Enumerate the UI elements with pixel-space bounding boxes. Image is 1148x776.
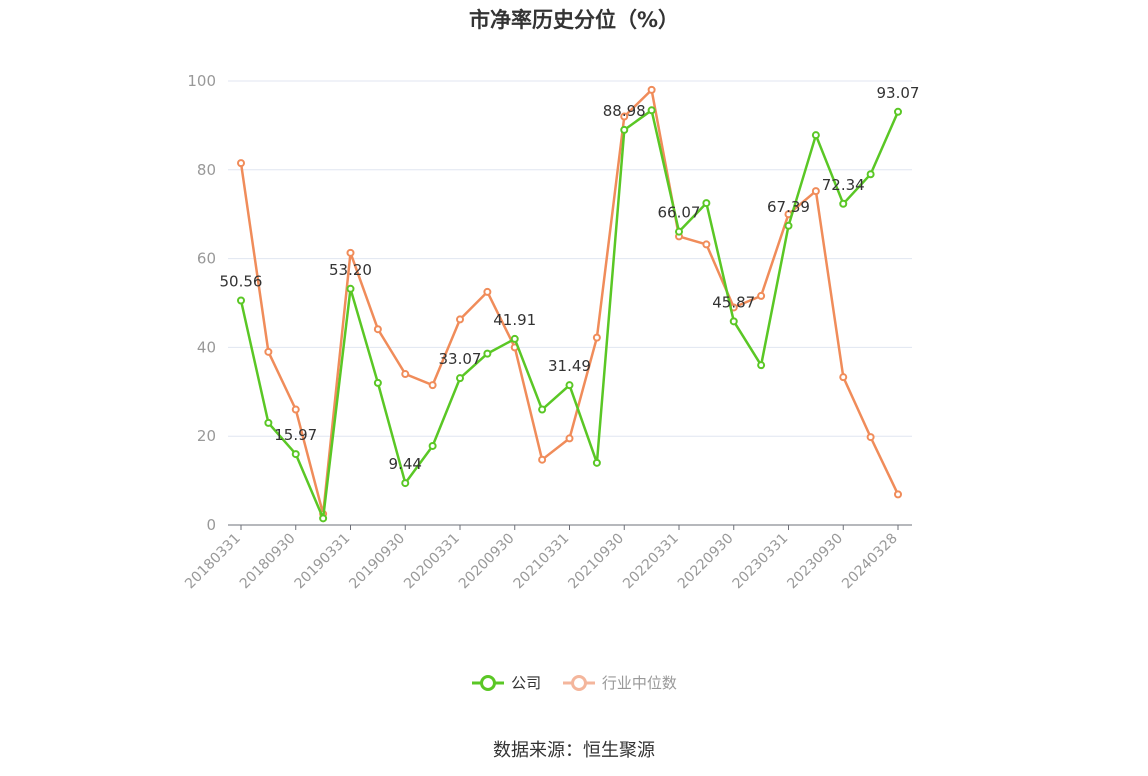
company-point: [319, 514, 328, 523]
company-point: [538, 405, 547, 414]
x-tick-label: 20180930: [237, 531, 299, 593]
company-point: [565, 381, 574, 390]
data-label: 31.49: [548, 357, 591, 375]
company-point: [373, 378, 382, 387]
industry-point: [565, 434, 574, 443]
industry-point: [620, 112, 629, 121]
industry-point: [483, 287, 492, 296]
company-point: [483, 349, 492, 358]
x-tick-label: 20220331: [620, 531, 682, 593]
y-tick-label: 100: [187, 72, 216, 90]
data-label: 15.97: [274, 426, 317, 444]
company-point: [647, 106, 656, 115]
industry-point: [647, 85, 656, 94]
series-layer: [237, 85, 902, 523]
x-tick-label: 20190930: [346, 531, 408, 593]
legend-item-company[interactable]: 公司: [471, 672, 541, 693]
legend-company-marker-icon: [472, 674, 505, 691]
x-tick-label: 20200331: [401, 531, 463, 593]
data-label: 72.34: [822, 176, 865, 194]
data-source: 数据来源：恒生聚源: [493, 740, 655, 761]
company-point: [811, 131, 820, 140]
company-point: [428, 441, 437, 450]
y-axis: 0 20 40 60 80 100: [187, 72, 216, 534]
y-tick-label: 40: [197, 338, 216, 356]
data-labels: 50.56 15.97 53.20 9.44 33.07 41.91 31.49 88.98 6…: [220, 84, 920, 473]
industry-point: [264, 347, 273, 356]
industry-point: [757, 291, 766, 300]
company-point: [291, 450, 300, 459]
data-label: 88.98: [603, 102, 646, 120]
industry-series-line: [239, 88, 900, 516]
x-tick-label: 20230331: [730, 531, 792, 593]
data-label: 50.56: [220, 273, 263, 291]
x-tick-label: 20230930: [784, 531, 846, 593]
company-point: [894, 107, 902, 116]
y-tick-label: 80: [197, 161, 216, 179]
company-point: [237, 296, 245, 305]
data-label: 67.39: [767, 198, 810, 216]
data-label: 45.87: [712, 293, 755, 311]
legend-industry-marker-icon: [562, 674, 595, 691]
company-point: [264, 418, 273, 427]
industry-point: [811, 187, 820, 196]
y-tick-label: 20: [197, 427, 216, 445]
company-point: [757, 361, 766, 370]
data-label: 93.07: [877, 84, 920, 102]
x-tick-label: 20210930: [565, 531, 627, 593]
x-tick-label: 20210331: [511, 531, 573, 593]
industry-point: [291, 405, 300, 414]
chart-title: 市净率历史分位（%）: [468, 8, 680, 32]
x-tick-label: 20190331: [292, 531, 354, 593]
company-point: [784, 221, 793, 230]
company-point: [839, 199, 848, 208]
data-label: 9.44: [389, 455, 422, 473]
company-point: [729, 317, 738, 326]
industry-point: [401, 370, 410, 379]
industry-point: [373, 325, 382, 334]
industry-point: [538, 455, 547, 464]
company-series-line: [239, 109, 900, 520]
industry-point: [894, 490, 902, 499]
industry-point: [866, 433, 875, 442]
y-tick-label: 0: [206, 516, 216, 534]
line-chart: 0 20 40 60 80 100 201803312018093020190331201…: [182, 72, 920, 593]
company-point: [592, 458, 601, 467]
company-point: [510, 334, 519, 343]
industry-point: [702, 240, 711, 249]
legend-item-industry[interactable]: 行业中位数: [562, 672, 677, 693]
legend-industry-label: 行业中位数: [601, 674, 677, 692]
company-point: [401, 479, 410, 488]
data-label: 41.91: [493, 311, 536, 329]
company-point: [866, 170, 875, 179]
industry-point: [456, 315, 464, 324]
x-tick-label: 20200930: [456, 531, 518, 593]
company-point: [346, 284, 355, 293]
industry-point: [839, 373, 848, 382]
y-tick-label: 60: [197, 250, 216, 268]
company-point: [620, 125, 629, 134]
company-point: [675, 227, 683, 236]
data-label: 66.07: [658, 204, 701, 222]
x-axis: 2018033120180930201903312019093020200331…: [182, 524, 912, 593]
legend: 公司 行业中位数: [0, 672, 1148, 695]
x-tick-label: 20180331: [182, 531, 244, 593]
data-label: 53.20: [329, 261, 372, 279]
industry-point: [346, 248, 355, 257]
x-tick-label: 20220930: [675, 531, 737, 593]
legend-company-label: 公司: [511, 674, 542, 692]
industry-point: [592, 333, 601, 342]
industry-point: [428, 381, 437, 390]
company-point: [702, 199, 711, 208]
company-point: [456, 374, 464, 383]
grid-lines: [228, 80, 912, 437]
x-tick-label: 20240328: [839, 531, 901, 593]
data-label: 33.07: [439, 350, 482, 368]
industry-point: [237, 159, 245, 168]
